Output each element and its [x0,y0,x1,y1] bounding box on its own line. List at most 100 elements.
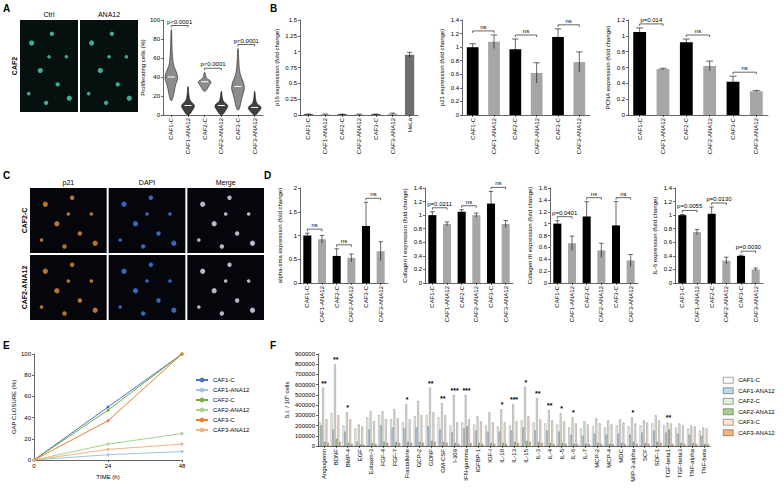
svg-text:D: D [264,170,271,181]
svg-text:CAF2: CAF2 [11,57,18,75]
svg-text:1.4: 1.4 [539,197,548,203]
svg-text:1.5: 1.5 [289,17,298,23]
svg-text:IL-4: IL-4 [547,448,553,459]
svg-text:SCF: SCF [642,449,648,461]
svg-text:CAF2-C: CAF2-C [334,285,340,307]
svg-text:0.2: 0.2 [664,266,673,272]
svg-text:***: *** [451,387,459,394]
svg-text:*: * [346,404,349,411]
svg-text:60: 60 [24,393,31,399]
svg-text:0: 0 [32,463,36,469]
svg-text:0.6: 0.6 [539,244,548,250]
svg-text:1.4: 1.4 [451,17,460,23]
svg-text:CAF3-ANA12: CAF3-ANA12 [628,285,634,322]
svg-text:BDNF: BDNF [333,449,339,466]
svg-text:0.2: 0.2 [617,96,626,102]
svg-text:1.2: 1.2 [664,199,673,205]
svg-text:0: 0 [419,280,423,286]
svg-text:100000: 100000 [295,433,316,439]
svg-text:p16 expression (fold change): p16 expression (fold change) [274,29,280,106]
svg-text:ns: ns [341,238,347,244]
svg-text:1.2: 1.2 [539,209,548,215]
svg-text:CAF1-ANA12: CAF1-ANA12 [322,117,328,154]
svg-text:ns: ns [591,191,597,197]
svg-text:Fractalkine: Fractalkine [404,448,410,478]
svg-text:S.I. / 10⁶ cells: S.I. / 10⁶ cells [284,382,290,419]
svg-text:CAF1-C: CAF1-C [679,285,685,307]
svg-text:100: 100 [21,351,32,357]
svg-text:0.6: 0.6 [617,65,626,71]
svg-text:0: 0 [294,112,298,118]
svg-text:0.5: 0.5 [289,80,298,86]
svg-text:CAF3-ANA12: CAF3-ANA12 [738,430,775,436]
svg-text:Ctrl: Ctrl [44,11,55,18]
svg-text:CAF3-C: CAF3-C [738,419,760,425]
svg-text:CAF1-C: CAF1-C [738,377,760,383]
svg-text:0.8: 0.8 [539,233,548,239]
svg-text:CAF1-ANA12: CAF1-ANA12 [491,117,497,154]
svg-text:GAP CLOSURE (%): GAP CLOSURE (%) [11,380,17,434]
svg-text:80: 80 [153,36,160,42]
svg-text:*: * [406,396,409,403]
svg-text:Collagen III expression (fold: Collagen III expression (fold change) [527,187,533,285]
svg-text:400000: 400000 [295,402,316,408]
svg-text:1.25: 1.25 [285,33,297,39]
svg-text:ns: ns [523,28,529,34]
svg-text:100: 100 [150,17,161,23]
svg-text:CAF1-C: CAF1-C [554,285,560,307]
svg-text:CAF1-ANA12: CAF1-ANA12 [185,117,191,154]
svg-text:0.4: 0.4 [414,253,423,259]
svg-text:CAF1-C: CAF1-C [305,117,311,139]
svg-text:PCNA expression (fold change): PCNA expression (fold change) [605,26,611,110]
svg-text:**: ** [333,356,339,363]
svg-text:20: 20 [24,436,31,442]
svg-text:CAF3-C: CAF3-C [555,117,561,139]
svg-text:CAF2-ANA12: CAF2-ANA12 [21,266,28,310]
svg-text:CAF3-ANA12: CAF3-ANA12 [252,117,258,154]
svg-text:1.2: 1.2 [451,31,460,37]
svg-text:ns: ns [695,28,701,34]
svg-text:1.4: 1.4 [414,185,423,191]
svg-text:**: ** [535,390,541,397]
svg-text:IL-5: IL-5 [559,448,565,459]
svg-text:0.4: 0.4 [617,80,626,86]
svg-text:0.6: 0.6 [664,239,673,245]
svg-text:1.6: 1.6 [539,185,548,191]
svg-text:FGF-7: FGF-7 [392,448,398,466]
svg-text:CAF1-ANA12: CAF1-ANA12 [319,285,325,322]
svg-text:ns: ns [311,222,317,228]
svg-text:TIME (h): TIME (h) [96,474,119,480]
svg-text:IL-15: IL-15 [523,448,529,462]
svg-text:CAF3-ANA12: CAF3-ANA12 [378,285,384,322]
svg-text:CAF3-ANA12: CAF3-ANA12 [753,285,759,322]
svg-text:CAF2-C: CAF2-C [339,117,345,139]
svg-text:1.2: 1.2 [414,199,423,205]
svg-text:ns: ns [741,65,747,71]
svg-text:MCP-4: MCP-4 [606,448,612,467]
svg-text:CAF2-ANA12: CAF2-ANA12 [723,285,729,322]
svg-text:C: C [3,170,10,181]
svg-text:p=0.0130: p=0.0130 [706,196,732,202]
svg-text:1.5: 1.5 [289,209,298,215]
svg-text:40: 40 [153,74,160,80]
svg-text:24: 24 [105,463,112,469]
svg-text:F: F [270,340,276,351]
svg-text:CAF2-ANA12: CAF2-ANA12 [348,285,354,322]
svg-text:MCP-2: MCP-2 [594,448,600,467]
svg-text:***: *** [510,396,518,403]
svg-text:E: E [3,340,10,351]
svg-text:SDF-1: SDF-1 [654,448,660,466]
svg-text:CAF1-C: CAF1-C [470,117,476,139]
svg-text:1: 1 [419,212,423,218]
svg-text:800000: 800000 [295,361,316,367]
svg-text:CAF1-ANA12: CAF1-ANA12 [444,285,450,322]
svg-text:DAPI: DAPI [139,179,155,186]
svg-text:CAF2-C: CAF2-C [738,398,760,404]
svg-text:CAF1-ANA12: CAF1-ANA12 [738,388,775,394]
svg-text:1: 1 [456,44,460,50]
svg-text:1: 1 [622,33,626,39]
svg-text:Eotaxin-3: Eotaxin-3 [368,448,374,474]
svg-text:CAF3-C: CAF3-C [235,117,241,139]
svg-text:0.75: 0.75 [285,65,297,71]
svg-text:CAF2-C: CAF2-C [683,117,689,139]
